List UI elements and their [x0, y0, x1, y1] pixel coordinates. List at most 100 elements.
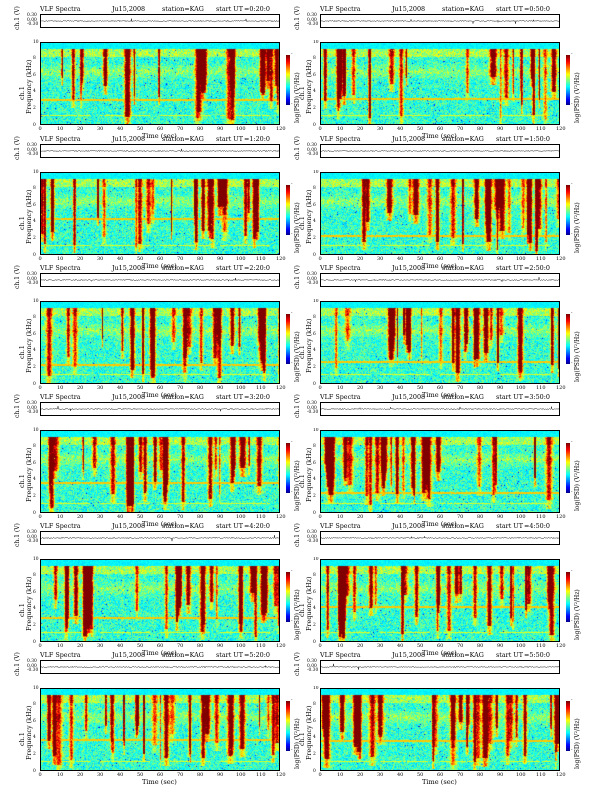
spectrogram-frame	[40, 42, 280, 125]
x-tick-label: 60	[157, 126, 164, 132]
y-tick-label: 6	[33, 460, 36, 466]
x-tick-label: 60	[437, 126, 444, 132]
y-tick-label: 4	[33, 735, 36, 741]
x-tick-label: 100	[236, 772, 246, 778]
y-tick-label: 2	[33, 364, 36, 370]
x-tick-label: 120	[556, 514, 566, 520]
waveform-frame	[40, 144, 280, 158]
x-tick-label: 60	[437, 256, 444, 262]
panel-station: station=KAG	[162, 393, 204, 401]
panel-start-label: start UT	[216, 651, 243, 659]
spectrogram-frame	[320, 430, 560, 513]
panel-title: VLF Spectra	[40, 264, 81, 272]
x-axis-label: Time (sec)	[142, 391, 177, 399]
panel-start-label: start UT	[496, 651, 523, 659]
x-tick-label: 120	[556, 385, 566, 391]
x-tick-label: 120	[276, 643, 286, 649]
y-tick-label: 2	[33, 622, 36, 628]
x-tick-label: 100	[236, 126, 246, 132]
waveform-tick-label: 0.30	[307, 401, 317, 406]
panel-station: station=KAG	[162, 5, 204, 13]
y-tick-label: 4	[313, 477, 316, 483]
waveform-tick-label: 0.30	[27, 13, 37, 18]
y-tick-label: 2	[313, 493, 316, 499]
y-tick-label: 0	[33, 768, 36, 774]
waveform-axis-label: ch.1 (V)	[14, 6, 21, 30]
x-tick-label: 10	[337, 256, 344, 262]
y-tick-label: 10	[33, 298, 39, 304]
x-tick-label: 120	[276, 385, 286, 391]
panel-station: station=KAG	[442, 135, 484, 143]
x-axis-label: Time (sec)	[422, 262, 457, 270]
y-tick-label: 2	[33, 751, 36, 757]
panel-date: Ju15,2008	[112, 522, 146, 530]
x-tick-label: 40	[397, 256, 404, 262]
x-tick-label: 50	[417, 772, 424, 778]
y-tick-label: 8	[313, 315, 316, 321]
panel-station: station=KAG	[442, 5, 484, 13]
waveform-strip	[40, 144, 280, 158]
x-tick-label: 70	[457, 772, 464, 778]
colorbar-tick-label: -	[291, 52, 293, 57]
panel-start-time: =2:20:0	[244, 264, 270, 272]
x-tick-label: 60	[437, 772, 444, 778]
spectrogram-heatmap	[320, 172, 560, 255]
x-tick-label: 20	[77, 643, 84, 649]
colorbar	[566, 443, 570, 493]
waveform-tick-label: -0.30	[27, 22, 39, 28]
x-tick-label: 110	[256, 772, 266, 778]
y-tick-label: 6	[313, 202, 316, 208]
x-tick-label: 90	[217, 643, 224, 649]
waveform-strip	[320, 14, 560, 28]
x-tick-label: 50	[137, 643, 144, 649]
colorbar	[286, 314, 290, 364]
x-axis-label: Time (sec)	[422, 132, 457, 140]
x-tick-label: 60	[157, 643, 164, 649]
panel-station: station=KAG	[442, 264, 484, 272]
x-tick-label: 70	[177, 772, 184, 778]
y-tick-label: 6	[33, 72, 36, 78]
waveform-tick-label: 0.00	[307, 17, 317, 23]
x-tick-label: 70	[457, 126, 464, 132]
x-tick-label: 40	[397, 643, 404, 649]
x-tick-label: 90	[217, 772, 224, 778]
x-tick-label: 0	[38, 643, 42, 649]
waveform-tick-label: 0.00	[27, 663, 37, 669]
x-tick-label: 10	[57, 126, 64, 132]
colorbar-tick-label: -	[291, 311, 293, 316]
waveform-axis-label: ch.1 (V)	[294, 136, 301, 160]
x-axis-label: Time (sec)	[142, 262, 177, 270]
x-tick-label: 100	[516, 643, 526, 649]
colorbar	[566, 55, 570, 105]
x-tick-label: 120	[276, 126, 286, 132]
colorbar-tick-label: -	[571, 440, 573, 445]
panel-station: station=KAG	[162, 651, 204, 659]
spectrogram-heatmap	[40, 430, 280, 513]
spectrogram-heatmap	[320, 430, 560, 513]
x-tick-label: 80	[477, 514, 484, 520]
x-tick-label: 40	[117, 126, 124, 132]
panel-start-label: start UT	[496, 522, 523, 530]
x-tick-label: 30	[97, 772, 104, 778]
y-tick-label: 10	[313, 169, 319, 175]
waveform-tick-label: -0.30	[307, 152, 319, 158]
x-tick-label: 70	[177, 385, 184, 391]
waveform-tick-label: 0.30	[307, 143, 317, 148]
panel-start-time: =0:50:0	[524, 5, 550, 13]
x-tick-label: 0	[318, 256, 322, 262]
panel-title: VLF Spectra	[320, 264, 361, 272]
x-axis-label: Time (sec)	[142, 132, 177, 140]
colorbar-label: log(PSD) (V²/Hz)	[574, 331, 581, 382]
y-tick-label: 8	[33, 56, 36, 62]
panel-start-label: start UT	[216, 264, 243, 272]
x-tick-label: 50	[137, 514, 144, 520]
colorbar	[566, 572, 570, 622]
freq-axis-label-line2: Frequency (kHz)	[25, 189, 33, 244]
x-tick-label: 90	[217, 514, 224, 520]
y-tick-label: 6	[33, 202, 36, 208]
y-tick-label: 6	[313, 589, 316, 595]
x-tick-label: 90	[497, 514, 504, 520]
spectrogram-frame	[40, 172, 280, 255]
y-tick-label: 6	[313, 460, 316, 466]
spectrogram-frame	[40, 430, 280, 513]
